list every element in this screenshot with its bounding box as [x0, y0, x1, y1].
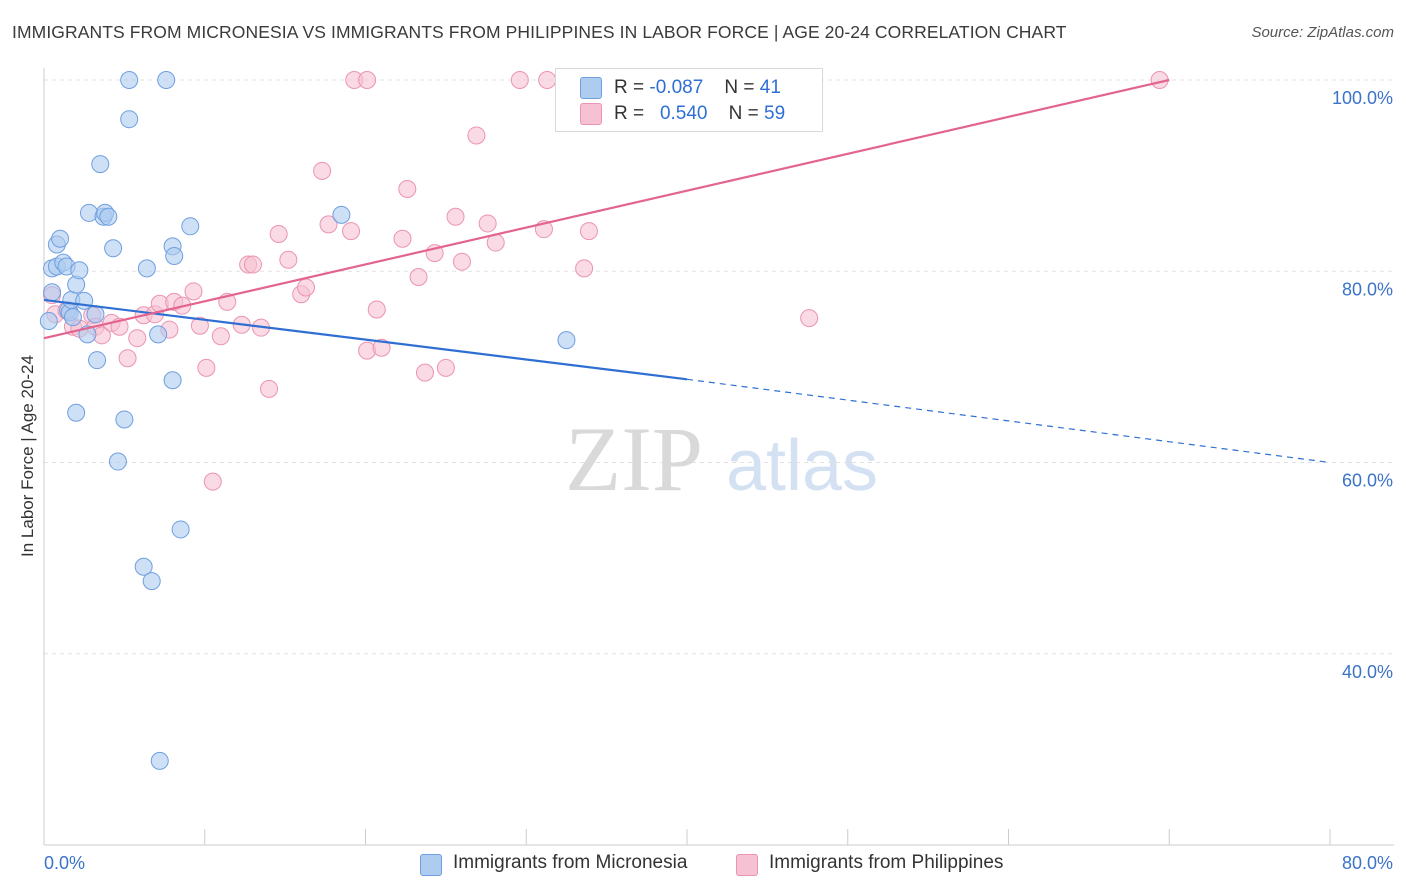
chart-title: IMMIGRANTS FROM MICRONESIA VS IMMIGRANTS… — [12, 22, 1067, 42]
tick-labels: 40.0% 60.0% 80.0% 100.0% 0.0% 80.0% — [44, 88, 1393, 873]
philippines-point — [575, 259, 594, 278]
micronesia-point — [99, 207, 118, 226]
philippines-point — [211, 327, 230, 346]
watermark-zip: ZIP — [565, 408, 703, 510]
philippines-point — [398, 180, 417, 199]
micronesia-point — [137, 259, 156, 278]
micronesia-point — [332, 205, 351, 224]
philippines-point — [436, 358, 455, 377]
legend-text-micronesia: R = -0.087 N = 41 — [614, 77, 781, 99]
philippines-point — [260, 379, 279, 398]
watermark-atlas: atlas — [726, 426, 878, 506]
series-label-philippines: Immigrants from Philippines — [769, 852, 1004, 873]
philippines-point — [510, 71, 529, 89]
micronesia-point — [134, 557, 153, 576]
philippines-point — [372, 338, 391, 357]
legend-swatch-philippines — [580, 103, 602, 125]
micronesia-point — [108, 452, 127, 471]
micronesia-point — [75, 291, 94, 310]
philippines-point — [342, 222, 361, 241]
legend-r-value-micronesia: -0.087 — [649, 77, 704, 98]
axes — [43, 68, 1394, 846]
y-tick-label-100: 100.0% — [1332, 88, 1393, 108]
legend-swatch-micronesia — [580, 77, 602, 99]
philippines-point — [409, 267, 428, 286]
micronesia-point — [120, 71, 139, 89]
philippines-point — [243, 255, 262, 274]
micronesia-point — [120, 110, 139, 129]
philippines-points — [43, 71, 1169, 491]
micronesia-point — [88, 351, 107, 370]
legend-r-label: R = — [614, 103, 645, 124]
philippines-point — [415, 363, 434, 382]
micronesia-point — [163, 371, 182, 390]
philippines-point — [319, 215, 338, 234]
philippines-point — [579, 222, 598, 241]
micronesia-point — [142, 572, 161, 591]
philippines-point — [184, 282, 203, 301]
series-swatch-micronesia — [420, 854, 442, 876]
legend-r-value-philippines: 0.540 — [659, 103, 708, 124]
philippines-point — [367, 300, 386, 319]
philippines-point — [197, 358, 216, 377]
philippines-point — [446, 207, 465, 226]
philippines-point — [190, 316, 209, 335]
legend-text-philippines: R = 0.540 N = 59 — [614, 103, 785, 125]
philippines-point — [358, 71, 377, 89]
philippines-point — [478, 214, 497, 233]
philippines-point — [800, 309, 819, 328]
philippines-point — [269, 224, 288, 243]
micronesia-point — [86, 305, 105, 324]
philippines-point — [313, 161, 332, 180]
micronesia-trend-extension — [686, 378, 1331, 464]
y-tick-label-40: 40.0% — [1342, 662, 1393, 682]
correlation-legend: R = -0.087 N = 41 R = 0.540 N = 59 — [555, 68, 823, 132]
y-tick-label-60: 60.0% — [1342, 471, 1393, 491]
micronesia-point — [157, 71, 176, 89]
source-label: Source: ZipAtlas.com — [1251, 24, 1394, 41]
micronesia-point — [165, 246, 184, 265]
x-tick-label-max: 80.0% — [1342, 853, 1393, 873]
philippines-point — [467, 126, 486, 145]
micronesia-point — [181, 217, 200, 236]
philippines-trend-line — [43, 78, 1170, 340]
philippines-point — [538, 71, 557, 89]
legend-n-label: N = — [728, 103, 759, 124]
philippines-point — [128, 329, 147, 348]
legend-n-value-philippines: 59 — [764, 103, 786, 124]
micronesia-point — [149, 325, 168, 344]
micronesia-point — [39, 311, 58, 330]
trend-lines — [43, 78, 1331, 464]
x-tick-label-min: 0.0% — [44, 853, 85, 873]
micronesia-point — [43, 283, 62, 302]
legend-n-label: N = — [724, 77, 755, 98]
philippines-point — [297, 278, 316, 297]
gridlines — [44, 79, 1394, 655]
y-tick-label-80: 80.0% — [1342, 279, 1393, 299]
legend-n-value-micronesia: 41 — [759, 77, 781, 98]
micronesia-points — [39, 71, 576, 770]
philippines-point — [203, 472, 222, 491]
philippines-point — [452, 252, 471, 271]
series-swatch-philippines — [736, 854, 758, 876]
philippines-point — [118, 349, 137, 368]
watermark: ZIP atlas — [565, 408, 878, 510]
philippines-point — [279, 250, 298, 269]
micronesia-point — [150, 751, 169, 770]
micronesia-point — [104, 239, 123, 258]
micronesia-point — [63, 308, 82, 327]
micronesia-point — [171, 520, 190, 539]
micronesia-point — [91, 155, 110, 174]
micronesia-point — [115, 410, 134, 429]
micronesia-point — [51, 229, 70, 248]
micronesia-point — [67, 403, 86, 422]
series-label-micronesia: Immigrants from Micronesia — [453, 852, 688, 873]
micronesia-point — [557, 331, 576, 350]
philippines-point — [393, 229, 412, 248]
legend-r-label: R = — [614, 77, 645, 98]
micronesia-point — [70, 261, 89, 280]
